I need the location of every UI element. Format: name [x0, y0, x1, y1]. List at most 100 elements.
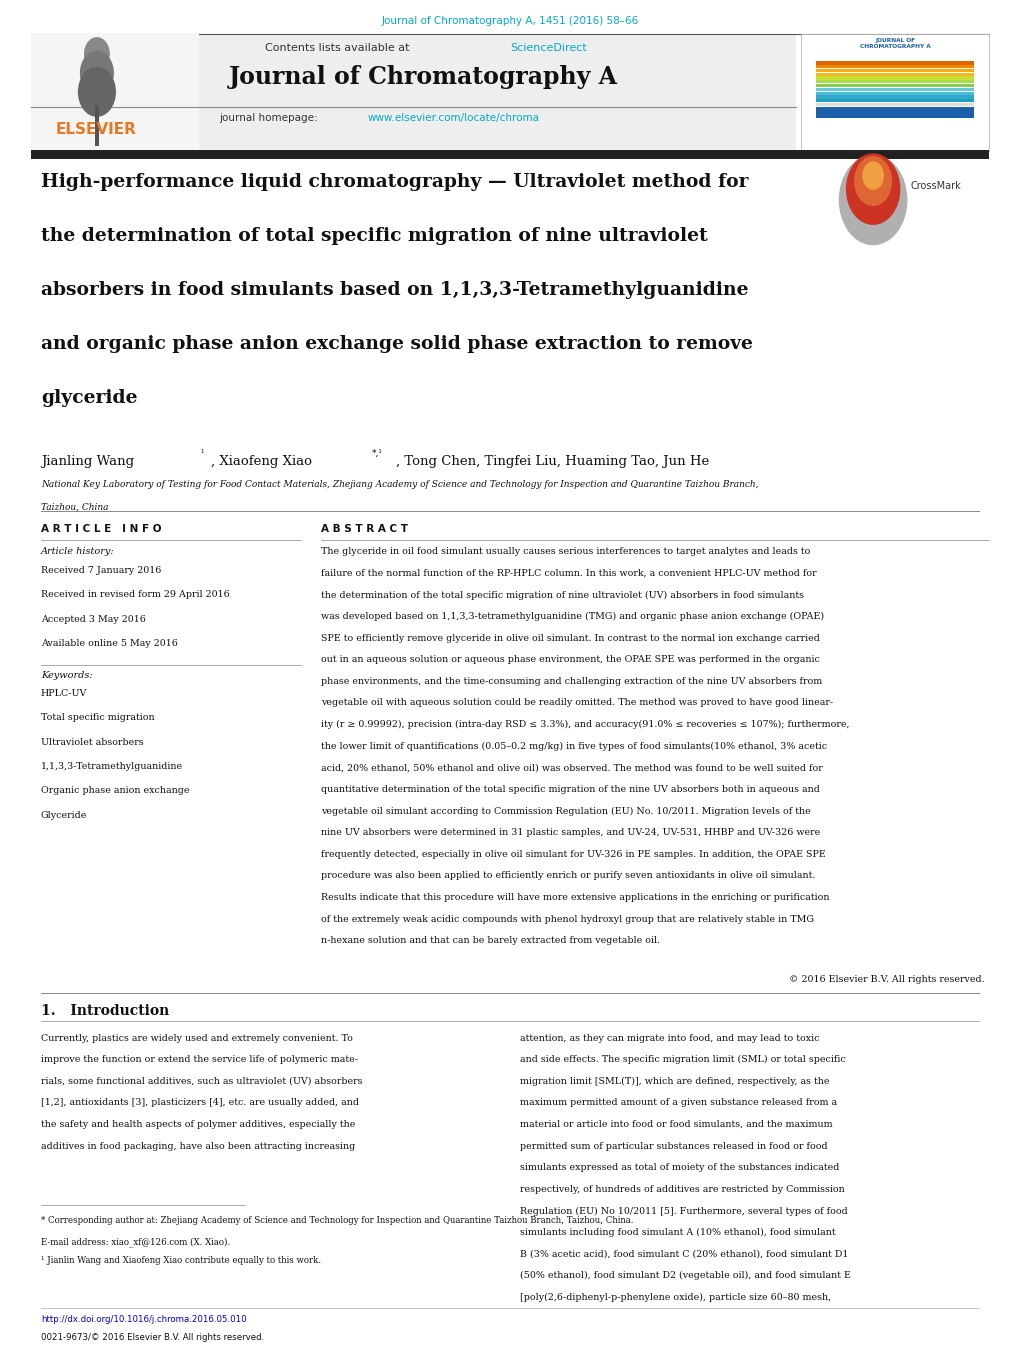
- Text: Jianling Wang: Jianling Wang: [41, 455, 133, 469]
- Text: simulants including food simulant A (10% ethanol), food simulant: simulants including food simulant A (10%…: [520, 1228, 835, 1238]
- Bar: [815, 107, 973, 109]
- Text: phase environments, and the time-consuming and challenging extraction of the nin: phase environments, and the time-consumi…: [321, 677, 821, 686]
- Text: ScienceDirect: ScienceDirect: [510, 43, 586, 53]
- Text: the determination of the total specific migration of nine ultraviolet (UV) absor: the determination of the total specific …: [321, 590, 804, 600]
- Text: ¹ Jianlin Wang and Xiaofeng Xiao contribute equally to this work.: ¹ Jianlin Wang and Xiaofeng Xiao contrib…: [41, 1256, 321, 1266]
- Text: glyceride: glyceride: [41, 389, 138, 407]
- Bar: [815, 77, 973, 80]
- Bar: [815, 69, 973, 72]
- Text: maximum permitted amount of a given substance released from a: maximum permitted amount of a given subs…: [520, 1098, 837, 1108]
- Bar: [815, 103, 973, 107]
- Text: the determination of total specific migration of nine ultraviolet: the determination of total specific migr…: [41, 227, 707, 245]
- Bar: [815, 115, 973, 118]
- Text: attention, as they can migrate into food, and may lead to toxic: attention, as they can migrate into food…: [520, 1034, 819, 1043]
- Text: and side effects. The specific migration limit (SML) or total specific: and side effects. The specific migration…: [520, 1055, 845, 1065]
- Text: B (3% acetic acid), food simulant C (20% ethanol), food simulant D1: B (3% acetic acid), food simulant C (20%…: [520, 1250, 848, 1259]
- Text: Received 7 January 2016: Received 7 January 2016: [41, 566, 161, 576]
- Text: journal homepage:: journal homepage:: [219, 113, 321, 123]
- Bar: [815, 88, 973, 91]
- Bar: [815, 61, 973, 65]
- Text: quantitative determination of the total specific migration of the nine UV absorb: quantitative determination of the total …: [321, 785, 819, 794]
- Text: 1,1,3,3-Tetramethylguanidine: 1,1,3,3-Tetramethylguanidine: [41, 762, 182, 771]
- Text: of the extremely weak acidic compounds with phenol hydroxyl group that are relat: of the extremely weak acidic compounds w…: [321, 915, 813, 924]
- Text: National Key Laboratory of Testing for Food Contact Materials, Zhejiang Academy : National Key Laboratory of Testing for F…: [41, 480, 757, 489]
- Text: Organic phase anion exchange: Organic phase anion exchange: [41, 786, 190, 796]
- Circle shape: [854, 157, 891, 205]
- Text: © 2016 Elsevier B.V. All rights reserved.: © 2016 Elsevier B.V. All rights reserved…: [788, 975, 983, 985]
- Text: The glyceride in oil food simulant usually causes serious interferences to targe: The glyceride in oil food simulant usual…: [321, 547, 810, 557]
- Text: Received in revised form 29 April 2016: Received in revised form 29 April 2016: [41, 590, 229, 600]
- Text: the safety and health aspects of polymer additives, especially the: the safety and health aspects of polymer…: [41, 1120, 355, 1129]
- Bar: [815, 111, 973, 113]
- Circle shape: [81, 51, 113, 95]
- Text: ity (r ≥ 0.99992), precision (intra-day RSD ≤ 3.3%), and accuracy(91.0% ≤ recove: ity (r ≥ 0.99992), precision (intra-day …: [321, 720, 849, 730]
- Text: out in an aqueous solution or aqueous phase environment, the OPAE SPE was perfor: out in an aqueous solution or aqueous ph…: [321, 655, 819, 665]
- Circle shape: [846, 154, 899, 224]
- Text: frequently detected, especially in olive oil simulant for UV-326 in PE samples. : frequently detected, especially in olive…: [321, 850, 825, 859]
- Text: Accepted 3 May 2016: Accepted 3 May 2016: [41, 615, 146, 624]
- Text: respectively, of hundreds of additives are restricted by Commission: respectively, of hundreds of additives a…: [520, 1185, 844, 1194]
- Text: n-hexane solution and that can be barely extracted from vegetable oil.: n-hexane solution and that can be barely…: [321, 936, 659, 946]
- Text: 1.   Introduction: 1. Introduction: [41, 1004, 169, 1017]
- Text: Keywords:: Keywords:: [41, 671, 93, 681]
- Text: additives in food packaging, have also been attracting increasing: additives in food packaging, have also b…: [41, 1142, 355, 1151]
- Bar: [815, 99, 973, 103]
- Text: acid, 20% ethanol, 50% ethanol and olive oil) was observed. The method was found: acid, 20% ethanol, 50% ethanol and olive…: [321, 763, 822, 773]
- Text: , Xiaofeng Xiao: , Xiaofeng Xiao: [211, 455, 312, 469]
- Text: Regulation (EU) No 10/2011 [5]. Furthermore, several types of food: Regulation (EU) No 10/2011 [5]. Furtherm…: [520, 1206, 847, 1216]
- Text: material or article into food or food simulants, and the maximum: material or article into food or food si…: [520, 1120, 832, 1129]
- Bar: [815, 96, 973, 99]
- Bar: [815, 73, 973, 76]
- Bar: [95, 105, 99, 146]
- Bar: [31, 150, 988, 159]
- Text: (50% ethanol), food simulant D2 (vegetable oil), and food simulant E: (50% ethanol), food simulant D2 (vegetab…: [520, 1271, 850, 1281]
- Circle shape: [839, 155, 906, 245]
- Text: vegetable oil simulant according to Commission Regulation (EU) No. 10/2011. Migr: vegetable oil simulant according to Comm…: [321, 807, 810, 816]
- Text: Journal of Chromatography A: Journal of Chromatography A: [228, 65, 618, 89]
- Text: procedure was also been applied to efficiently enrich or purify seven antioxidan: procedure was also been applied to effic…: [321, 871, 815, 881]
- Text: [1,2], antioxidants [3], plasticizers [4], etc. are usually added, and: [1,2], antioxidants [3], plasticizers [4…: [41, 1098, 359, 1108]
- Bar: [815, 84, 973, 88]
- Text: High-performance liquid chromatography — Ultraviolet method for: High-performance liquid chromatography —…: [41, 173, 748, 190]
- Text: Total specific migration: Total specific migration: [41, 713, 154, 723]
- Text: Ultraviolet absorbers: Ultraviolet absorbers: [41, 738, 144, 747]
- Text: improve the function or extend the service life of polymeric mate-: improve the function or extend the servi…: [41, 1055, 358, 1065]
- Text: A R T I C L E   I N F O: A R T I C L E I N F O: [41, 524, 161, 534]
- Text: 0021-9673/© 2016 Elsevier B.V. All rights reserved.: 0021-9673/© 2016 Elsevier B.V. All right…: [41, 1333, 264, 1343]
- Text: www.elsevier.com/locate/chroma: www.elsevier.com/locate/chroma: [367, 113, 539, 123]
- Text: permitted sum of particular substances released in food or food: permitted sum of particular substances r…: [520, 1142, 827, 1151]
- Text: Available online 5 May 2016: Available online 5 May 2016: [41, 639, 177, 648]
- Text: * Corresponding author at: Zhejiang Academy of Science and Technology for Inspec: * Corresponding author at: Zhejiang Acad…: [41, 1216, 633, 1225]
- Text: ¹: ¹: [200, 449, 203, 458]
- Text: vegetable oil with aqueous solution could be readily omitted. The method was pro: vegetable oil with aqueous solution coul…: [321, 698, 833, 708]
- Bar: [815, 65, 973, 69]
- Text: failure of the normal function of the RP-HPLC column. In this work, a convenient: failure of the normal function of the RP…: [321, 569, 816, 578]
- Text: the lower limit of quantifications (0.05–0.2 mg/kg) in five types of food simula: the lower limit of quantifications (0.05…: [321, 742, 826, 751]
- Text: Results indicate that this procedure will have more extensive applications in th: Results indicate that this procedure wil…: [321, 893, 829, 902]
- Text: CrossMark: CrossMark: [910, 181, 961, 192]
- Text: , Tong Chen, Tingfei Liu, Huaming Tao, Jun He: , Tong Chen, Tingfei Liu, Huaming Tao, J…: [395, 455, 708, 469]
- Bar: [31, 34, 795, 151]
- Text: nine UV absorbers were determined in 31 plastic samples, and UV-24, UV-531, HHBP: nine UV absorbers were determined in 31 …: [321, 828, 819, 838]
- Text: HPLC-UV: HPLC-UV: [41, 689, 87, 698]
- Text: Journal of Chromatography A, 1451 (2016) 58–66: Journal of Chromatography A, 1451 (2016)…: [381, 16, 638, 26]
- Text: Article history:: Article history:: [41, 547, 114, 557]
- Text: Glyceride: Glyceride: [41, 811, 87, 820]
- Bar: [31, 34, 199, 151]
- Text: Currently, plastics are widely used and extremely convenient. To: Currently, plastics are widely used and …: [41, 1034, 353, 1043]
- Text: Taizhou, China: Taizhou, China: [41, 503, 108, 512]
- Text: [poly(2,6-diphenyl-p-phenylene oxide), particle size 60–80 mesh,: [poly(2,6-diphenyl-p-phenylene oxide), p…: [520, 1293, 830, 1302]
- Bar: [815, 92, 973, 95]
- Bar: [800, 34, 988, 151]
- Text: ELSEVIER: ELSEVIER: [56, 122, 137, 136]
- Circle shape: [862, 162, 882, 189]
- Text: *,¹: *,¹: [372, 449, 383, 458]
- Text: E-mail address: xiao_xf@126.com (X. Xiao).: E-mail address: xiao_xf@126.com (X. Xiao…: [41, 1238, 230, 1247]
- Text: JOURNAL OF
CHROMATOGRAPHY A: JOURNAL OF CHROMATOGRAPHY A: [859, 38, 930, 49]
- Bar: [815, 80, 973, 84]
- Text: rials, some functional additives, such as ultraviolet (UV) absorbers: rials, some functional additives, such a…: [41, 1077, 362, 1086]
- Text: SPE to efficiently remove glyceride in olive oil simulant. In contrast to the no: SPE to efficiently remove glyceride in o…: [321, 634, 819, 643]
- Text: absorbers in food simulants based on 1,1,3,3-Tetramethylguanidine: absorbers in food simulants based on 1,1…: [41, 281, 748, 299]
- Text: Contents lists available at: Contents lists available at: [265, 43, 413, 53]
- Text: simulants expressed as total of moiety of the substances indicated: simulants expressed as total of moiety o…: [520, 1163, 839, 1173]
